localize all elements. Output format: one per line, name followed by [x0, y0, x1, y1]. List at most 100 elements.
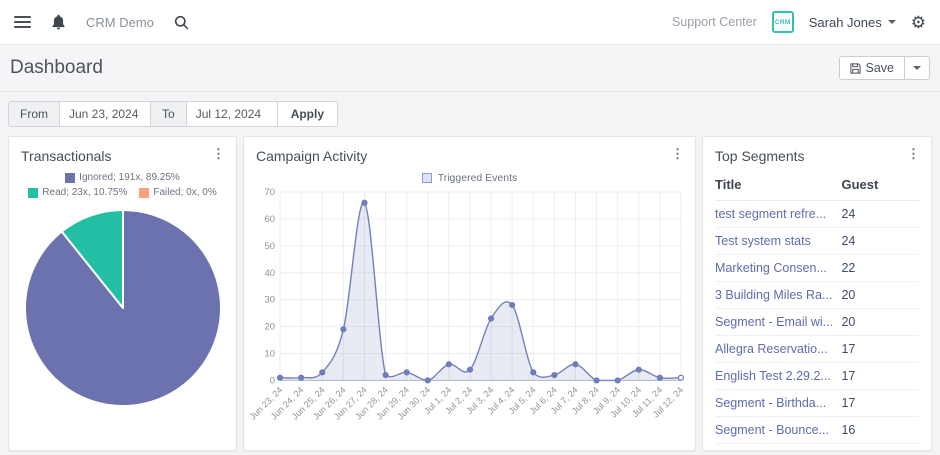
segment-guest-count: 22 [841, 254, 919, 282]
segment-title-link[interactable]: Test system stats [715, 227, 842, 255]
data-point[interactable] [340, 326, 347, 333]
line-legend-item[interactable]: Triggered Events [244, 172, 695, 184]
data-point[interactable] [403, 369, 410, 376]
pie-legend: Ignored; 191x, 89.25% Read; 23x, 10.75% Fa… [9, 170, 236, 198]
legend-item[interactable]: Ignored; 191x, 89.25% [65, 172, 180, 183]
segment-title-link[interactable]: 3 Building Miles Ra... [715, 281, 842, 309]
gear-icon[interactable]: ⚙ [910, 12, 926, 32]
segment-title-link[interactable]: test segment refre... [715, 200, 842, 228]
top-segments-title: Top Segments [715, 148, 805, 164]
segment-title-link[interactable]: Segment - Birthda... [715, 389, 842, 417]
data-point[interactable] [276, 374, 284, 381]
table-row: Segment - Birthda... 17 [715, 389, 919, 417]
legend-swatch [28, 187, 39, 198]
to-label: To [150, 102, 187, 126]
segment-title-link[interactable]: English Test 2.29.2... [715, 362, 842, 390]
segment-title-link[interactable]: Segment - Bounce... [715, 416, 842, 444]
data-point[interactable] [487, 315, 495, 322]
pie-slice-read[interactable] [60, 209, 124, 309]
save-dropdown-button[interactable] [904, 56, 930, 80]
segments-table: Title Guest test segment refre... 24 Test … [715, 172, 919, 444]
to-date-input[interactable] [186, 102, 277, 126]
segment-guest-count: 16 [841, 416, 919, 444]
apply-button[interactable]: Apply [276, 102, 338, 126]
legend-swatch [65, 172, 76, 183]
data-point[interactable] [656, 374, 663, 381]
table-row: Marketing Consen... 22 [715, 254, 919, 282]
campaign-title: Campaign Activity [256, 148, 368, 164]
caret-down-icon [913, 66, 921, 70]
segment-guest-count: 20 [841, 281, 919, 309]
y-axis-tick-label: 0 [270, 375, 275, 386]
from-date-input[interactable] [60, 102, 150, 126]
data-point[interactable] [445, 361, 452, 368]
date-filter-bar: From To Apply [8, 101, 932, 127]
support-center-link[interactable]: Support Center [671, 15, 757, 29]
legend-label: Read; 23x, 10.75% [42, 187, 128, 198]
transactionals-title: Transactionals [21, 148, 112, 164]
legend-item[interactable]: Read; 23x, 10.75% [28, 187, 127, 198]
data-point[interactable] [614, 377, 621, 384]
column-header-guest: Guest [841, 172, 919, 201]
table-row: Test system stats 24 [715, 227, 919, 255]
legend-item[interactable]: Failed; 0x, 0% [139, 187, 217, 198]
chevron-down-icon [887, 20, 896, 24]
app-brand[interactable]: CRM Demo [86, 14, 154, 30]
segment-guest-count: 20 [841, 308, 919, 336]
transactionals-pie-chart [23, 209, 222, 407]
table-row: test segment refre... 24 [715, 200, 919, 228]
legend-label: Ignored; 191x, 89.25% [79, 172, 180, 183]
data-point[interactable] [361, 199, 368, 206]
data-point[interactable] [298, 374, 305, 381]
top-segments-panel: Top Segments ⋮ Title Guest test segment … [702, 136, 932, 451]
segment-guest-count: 24 [841, 227, 919, 255]
data-point[interactable] [530, 369, 537, 376]
segment-title-link[interactable]: Marketing Consen... [715, 254, 842, 282]
segment-guest-count: 17 [841, 389, 919, 417]
kebab-menu-icon[interactable]: ⋮ [907, 146, 920, 161]
search-icon[interactable] [174, 15, 189, 30]
save-button-label: Save [865, 61, 895, 75]
data-point[interactable] [551, 371, 558, 379]
save-button[interactable]: Save [838, 56, 905, 80]
account-avatar[interactable]: CRM [771, 11, 794, 33]
page-title: Dashboard [10, 57, 103, 78]
y-axis-tick-label: 70 [264, 187, 275, 198]
save-icon [849, 62, 861, 74]
segment-title-link[interactable]: Segment - Email wi... [715, 308, 842, 336]
pie-chart-area [9, 207, 236, 414]
hamburger-menu-icon[interactable] [14, 16, 31, 28]
campaign-activity-panel: Campaign Activity ⋮ Triggered Events 0 10… [243, 136, 696, 451]
data-point[interactable] [572, 361, 579, 368]
data-point[interactable] [509, 301, 516, 309]
data-point[interactable] [466, 366, 474, 373]
top-navbar: CRM Demo Support Center CRM Sarah Jones … [0, 0, 940, 45]
bell-icon[interactable] [51, 14, 66, 30]
y-axis-tick-label: 60 [264, 214, 275, 225]
data-point[interactable] [593, 377, 600, 384]
table-row: 3 Building Miles Ra... 20 [715, 281, 919, 309]
from-label: From [9, 102, 60, 126]
area-fill [280, 202, 681, 381]
legend-swatch [139, 187, 150, 198]
table-row: Allegra Reservatio... 17 [715, 335, 919, 363]
data-point[interactable] [382, 371, 389, 379]
line-chart-area: 0 10 20 30 40 50 60 70 Jun 23, 24 Jun 24, 24 Jun 2… [244, 184, 695, 435]
segment-guest-count: 17 [841, 362, 919, 390]
y-axis-tick-label: 20 [264, 322, 275, 333]
user-menu[interactable]: Sarah Jones [809, 15, 896, 30]
user-name: Sarah Jones [808, 14, 882, 30]
segment-guest-count: 24 [841, 200, 919, 228]
kebab-menu-icon[interactable]: ⋮ [671, 146, 684, 161]
segment-guest-count: 17 [841, 335, 919, 363]
data-point[interactable] [635, 366, 642, 373]
y-axis-tick-label: 30 [264, 295, 275, 306]
data-point[interactable] [319, 369, 326, 376]
segment-title-link[interactable]: Allegra Reservatio... [715, 335, 842, 363]
legend-label: Triggered Events [437, 172, 518, 184]
data-point[interactable] [677, 374, 685, 381]
legend-label: Failed; 0x, 0% [153, 187, 217, 198]
kebab-menu-icon[interactable]: ⋮ [212, 146, 225, 161]
legend-swatch [421, 173, 432, 183]
data-point[interactable] [424, 377, 431, 384]
